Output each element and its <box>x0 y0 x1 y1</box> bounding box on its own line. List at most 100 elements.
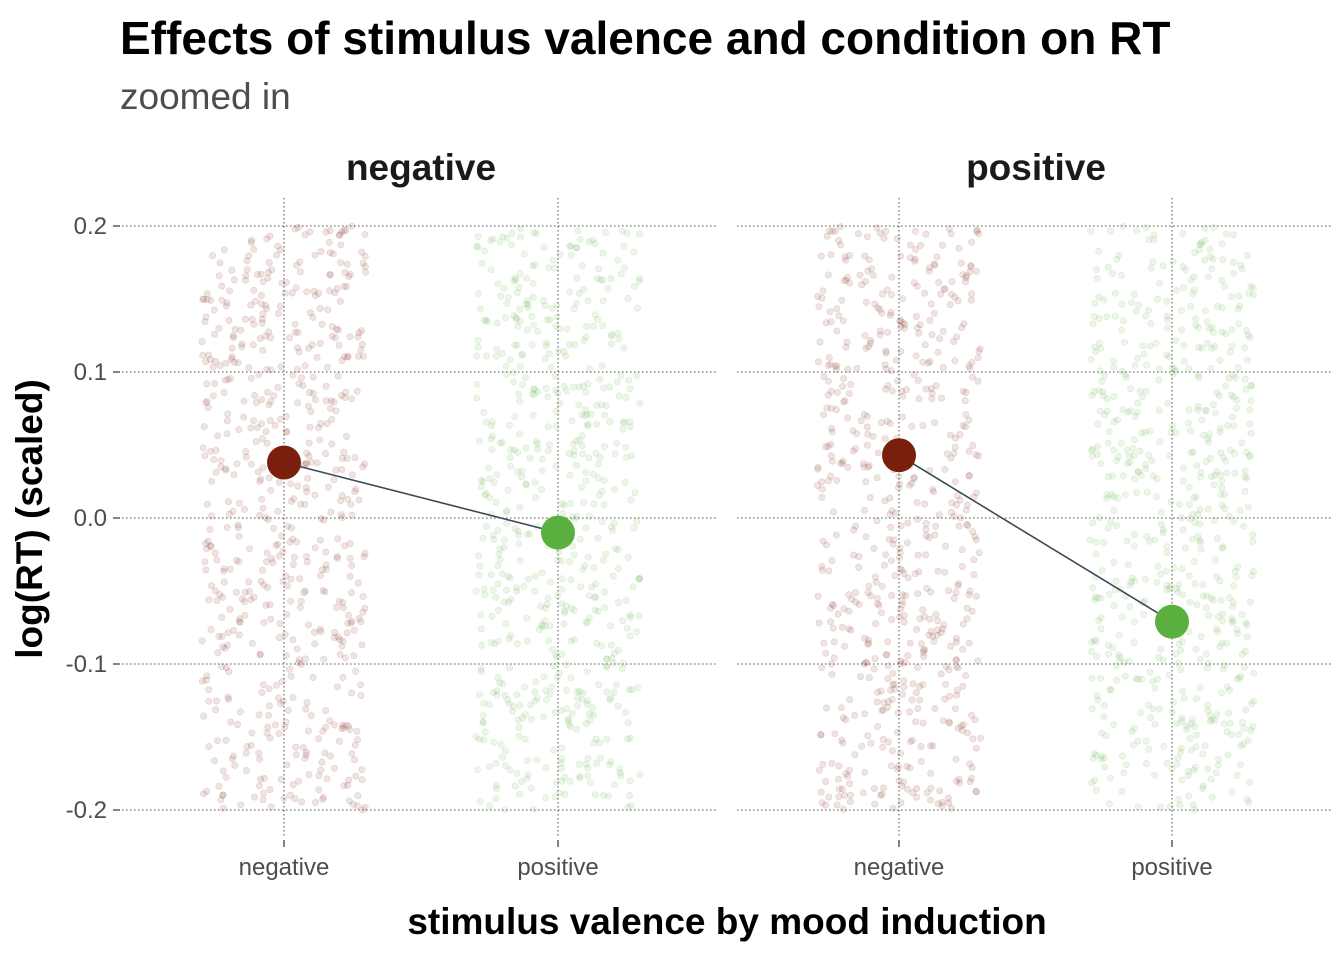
data-point <box>925 631 933 639</box>
data-point <box>1187 276 1195 284</box>
data-point <box>567 723 575 731</box>
data-point <box>1207 364 1215 372</box>
data-point <box>552 386 560 394</box>
data-point <box>268 555 276 563</box>
data-point <box>1219 617 1227 625</box>
data-point <box>1247 397 1255 405</box>
data-point <box>966 778 974 786</box>
data-point <box>585 512 593 520</box>
data-point <box>326 717 334 725</box>
data-point <box>287 672 295 680</box>
data-point <box>1163 351 1171 359</box>
data-point <box>818 478 826 486</box>
data-point <box>353 802 361 810</box>
data-point <box>580 336 588 344</box>
data-point <box>490 535 498 543</box>
data-point <box>1209 401 1217 409</box>
data-point <box>942 542 950 550</box>
data-point <box>967 262 975 270</box>
data-point <box>1241 647 1249 655</box>
data-point <box>1111 289 1119 297</box>
data-point <box>1229 603 1237 611</box>
data-point <box>962 672 970 680</box>
data-point <box>913 625 921 633</box>
points-layer <box>198 222 644 814</box>
data-point <box>619 617 627 625</box>
data-point <box>310 628 318 636</box>
data-point <box>505 700 513 708</box>
data-point <box>878 706 886 714</box>
data-point <box>1132 307 1140 315</box>
data-point <box>319 795 327 803</box>
data-point <box>1241 473 1249 481</box>
data-point <box>1167 428 1175 436</box>
data-point <box>1180 341 1188 349</box>
data-point <box>914 590 922 598</box>
data-point <box>357 691 365 699</box>
data-point <box>540 296 548 304</box>
data-point <box>897 522 905 530</box>
data-point <box>218 663 226 671</box>
data-point <box>543 339 551 347</box>
data-point <box>1226 719 1234 727</box>
data-point <box>623 229 631 237</box>
data-point <box>896 544 904 552</box>
data-point <box>1198 344 1206 352</box>
data-point <box>480 699 488 707</box>
data-point <box>512 276 520 284</box>
data-point <box>607 275 615 283</box>
data-point <box>969 528 977 536</box>
data-point <box>567 637 575 645</box>
data-point <box>1209 329 1217 337</box>
data-point <box>1185 572 1193 580</box>
data-point <box>553 313 561 321</box>
data-point <box>891 572 899 580</box>
data-point <box>575 401 583 409</box>
data-point <box>1130 451 1138 459</box>
data-point <box>1172 286 1180 294</box>
data-point <box>551 372 559 380</box>
data-point <box>502 620 510 628</box>
data-point <box>553 653 561 661</box>
data-point <box>584 618 592 626</box>
data-point <box>932 382 940 390</box>
data-point <box>599 297 607 305</box>
data-point <box>1101 763 1109 771</box>
data-point <box>951 478 959 486</box>
data-point <box>334 535 342 543</box>
data-point <box>951 705 959 713</box>
data-point <box>332 603 340 611</box>
data-point <box>969 373 977 381</box>
data-point <box>1088 779 1096 787</box>
data-point <box>1210 481 1218 489</box>
data-point <box>500 284 508 292</box>
data-point <box>1140 610 1148 618</box>
data-point <box>546 690 554 698</box>
data-point <box>882 551 890 559</box>
data-point <box>199 444 207 452</box>
data-point <box>336 297 344 305</box>
data-point <box>859 460 867 468</box>
data-point <box>1131 530 1139 538</box>
data-point <box>503 234 511 242</box>
data-point <box>834 775 842 783</box>
data-point <box>1218 689 1226 697</box>
data-point <box>958 546 966 554</box>
data-point <box>601 550 609 558</box>
data-point <box>1097 460 1105 468</box>
data-point <box>1089 754 1097 762</box>
data-point <box>1185 406 1193 414</box>
data-point <box>624 735 632 743</box>
data-point <box>1241 375 1249 383</box>
data-point <box>1211 471 1219 479</box>
data-point <box>1189 290 1197 298</box>
data-point <box>921 500 929 508</box>
data-point <box>311 544 319 552</box>
data-point <box>348 617 356 625</box>
data-point <box>1118 326 1126 334</box>
data-point <box>326 270 334 278</box>
data-point <box>531 697 539 705</box>
data-point <box>222 773 230 781</box>
data-point <box>828 457 836 465</box>
data-point <box>577 583 585 591</box>
